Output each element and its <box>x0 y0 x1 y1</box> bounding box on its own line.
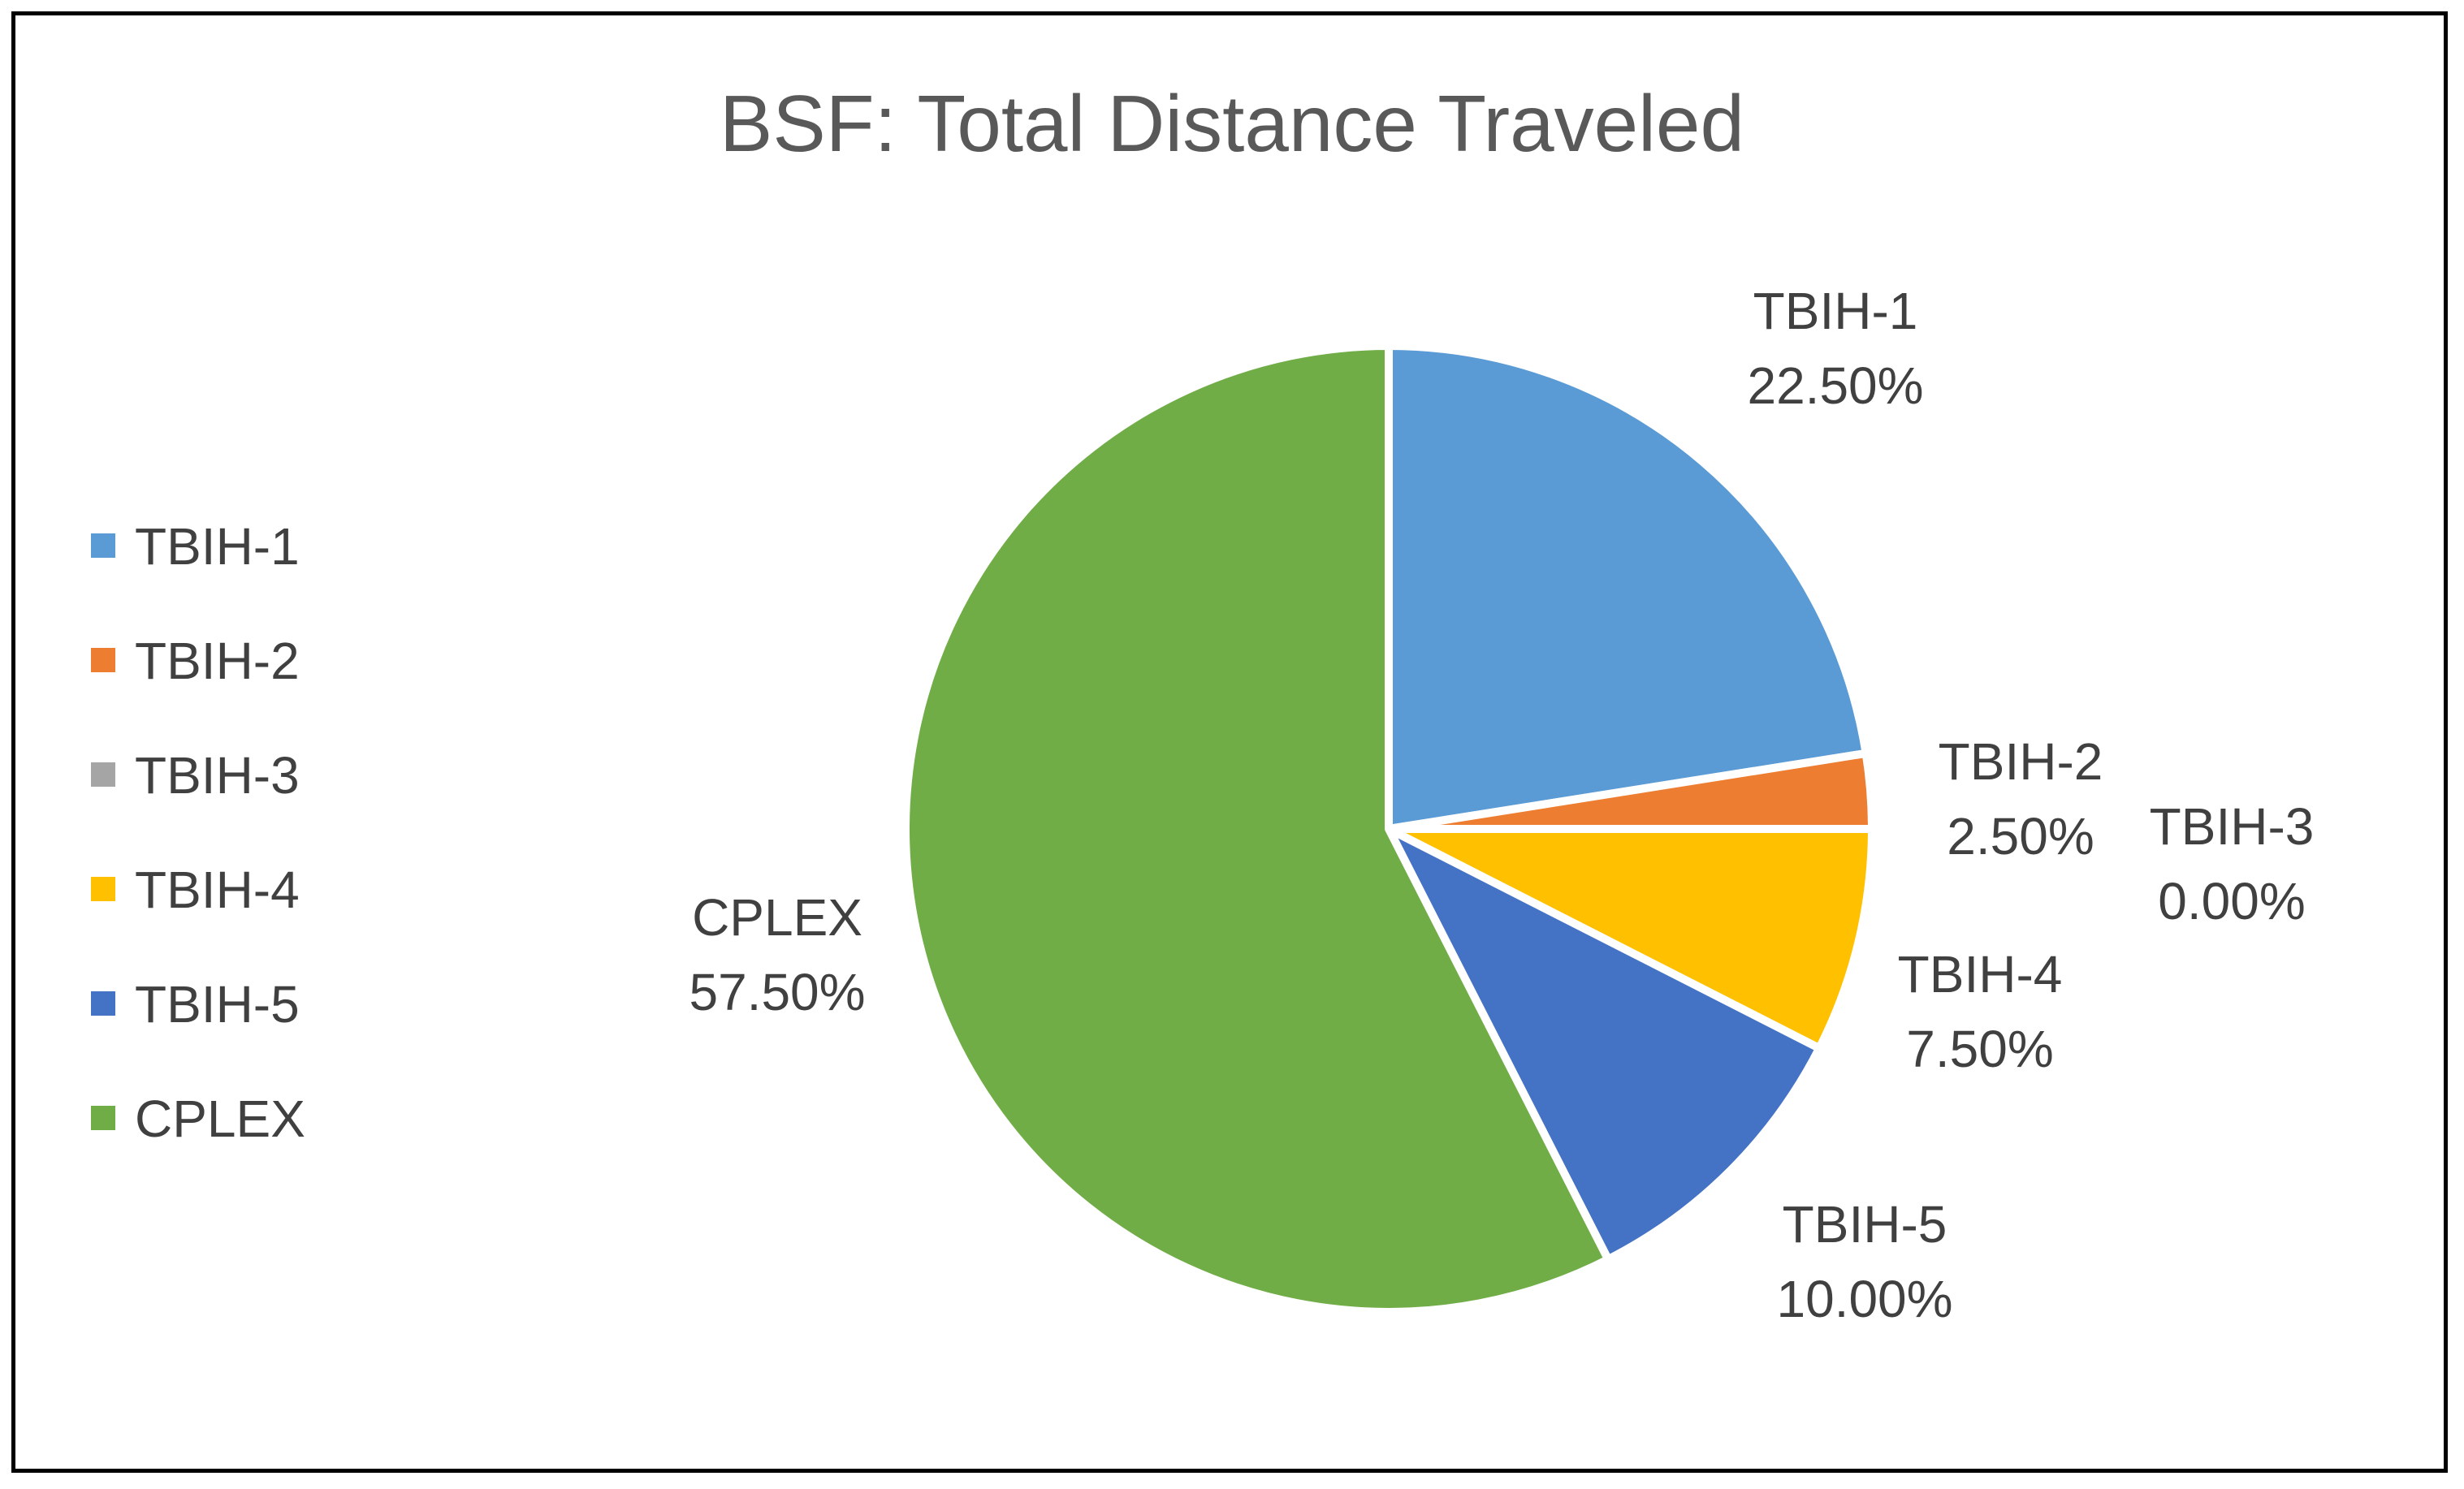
slice-label-name: TBIH-1 <box>1753 282 1918 340</box>
legend-label-tbih-4: TBIH-4 <box>135 861 300 919</box>
pie-slice-cplex <box>901 342 1613 1316</box>
pie-slice-tbih-4 <box>1385 825 1876 1053</box>
legend-swatch-tbih-1 <box>91 533 115 558</box>
slice-label-percent: 22.50% <box>1747 356 1923 415</box>
slice-label-name: TBIH-5 <box>1783 1195 1947 1254</box>
slice-label-tbih-2: TBIH-2 2.50% <box>1939 732 2103 865</box>
slice-label-percent: 57.50% <box>689 963 865 1021</box>
pie-slice-tbih-5 <box>1385 825 1824 1264</box>
slice-label-name: TBIH-2 <box>1939 732 2103 791</box>
legend-label-tbih-3: TBIH-3 <box>135 746 300 805</box>
pie-slice-tbih-1 <box>1385 342 1870 833</box>
legend-swatch-tbih-3 <box>91 762 115 787</box>
legend-label-tbih-5: TBIH-5 <box>135 975 300 1034</box>
slice-label-name: CPLEX <box>692 888 862 947</box>
slice-label-percent: 10.00% <box>1776 1270 1952 1328</box>
legend-label-cplex: CPLEX <box>135 1090 305 1148</box>
slice-label-cplex: CPLEX 57.50% <box>689 888 865 1021</box>
legend-swatch-tbih-5 <box>91 991 115 1016</box>
slice-label-name: TBIH-3 <box>2150 797 2315 856</box>
pie-slices <box>901 342 1876 1316</box>
legend-swatch-tbih-2 <box>91 648 115 672</box>
slice-label-tbih-3: TBIH-3 0.00% <box>2150 797 2315 930</box>
slice-label-tbih-4: TBIH-4 7.50% <box>1898 945 2063 1078</box>
slice-label-percent: 7.50% <box>1906 1020 2053 1078</box>
slice-label-percent: 2.50% <box>1947 807 2094 865</box>
legend-swatch-tbih-4 <box>91 877 115 901</box>
legend: TBIH-1 TBIH-2 TBIH-3 TBIH-4 TBIH-5 CPLEX <box>91 517 305 1148</box>
chart-title: BSF: Total Distance Traveled <box>720 79 1744 168</box>
slice-label-tbih-1: TBIH-1 22.50% <box>1747 282 1923 415</box>
slice-label-percent: 0.00% <box>2158 872 2305 930</box>
legend-label-tbih-2: TBIH-2 <box>135 632 300 690</box>
legend-swatch-cplex <box>91 1106 115 1130</box>
slice-label-tbih-5: TBIH-5 10.00% <box>1776 1195 1952 1328</box>
legend-label-tbih-1: TBIH-1 <box>135 517 300 576</box>
slice-labels: TBIH-1 22.50% TBIH-2 2.50% TBIH-3 0.00% TBIH-4… <box>689 282 2314 1328</box>
slice-label-name: TBIH-4 <box>1898 945 2063 1003</box>
